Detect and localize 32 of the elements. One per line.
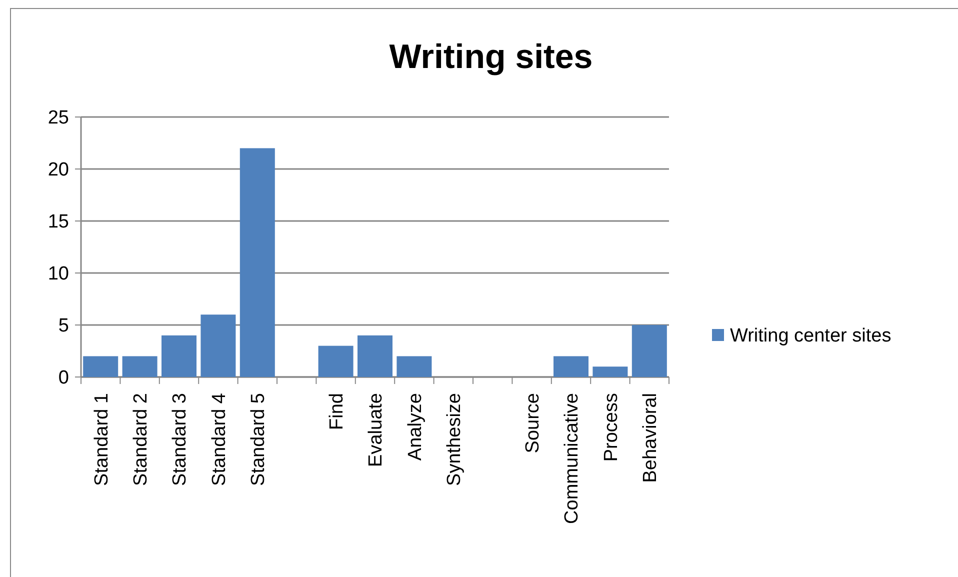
bar bbox=[122, 356, 158, 377]
x-tick-label: Standard 5 bbox=[248, 393, 270, 486]
bar bbox=[240, 148, 275, 377]
x-tick-label: Evaluate bbox=[366, 393, 387, 467]
y-tick-label: 20 bbox=[48, 160, 69, 181]
y-tick-label: 15 bbox=[48, 212, 69, 233]
x-tick-label: Source bbox=[522, 393, 544, 454]
x-tick-label: Behavioral bbox=[640, 393, 662, 483]
x-tick-label: Find bbox=[326, 393, 348, 430]
x-tick-label: Standard 4 bbox=[208, 392, 230, 486]
bar bbox=[162, 335, 196, 377]
x-tick-label: Analyze bbox=[404, 393, 426, 461]
x-tick-label: Standard 3 bbox=[170, 393, 191, 486]
bar bbox=[592, 366, 628, 377]
legend-label: Writing center sites bbox=[730, 326, 892, 347]
bar bbox=[83, 356, 118, 377]
bar bbox=[554, 356, 588, 377]
bar bbox=[200, 314, 236, 377]
bar bbox=[318, 346, 354, 377]
y-tick-label: 10 bbox=[48, 264, 69, 285]
y-tick-label: 0 bbox=[58, 368, 69, 389]
x-tick-label: Standard 2 bbox=[130, 393, 152, 486]
x-tick-label: Process bbox=[600, 393, 622, 462]
bar bbox=[396, 356, 432, 377]
x-tick-label: Communicative bbox=[562, 393, 583, 524]
chart-title: Writing sites bbox=[389, 38, 593, 76]
bar bbox=[632, 325, 667, 377]
y-tick-label: 25 bbox=[48, 108, 69, 129]
bar bbox=[358, 335, 392, 377]
x-tick-label: Synthesize bbox=[444, 393, 466, 486]
y-tick-label: 5 bbox=[58, 316, 69, 337]
x-tick-label: Standard 1 bbox=[91, 393, 112, 486]
